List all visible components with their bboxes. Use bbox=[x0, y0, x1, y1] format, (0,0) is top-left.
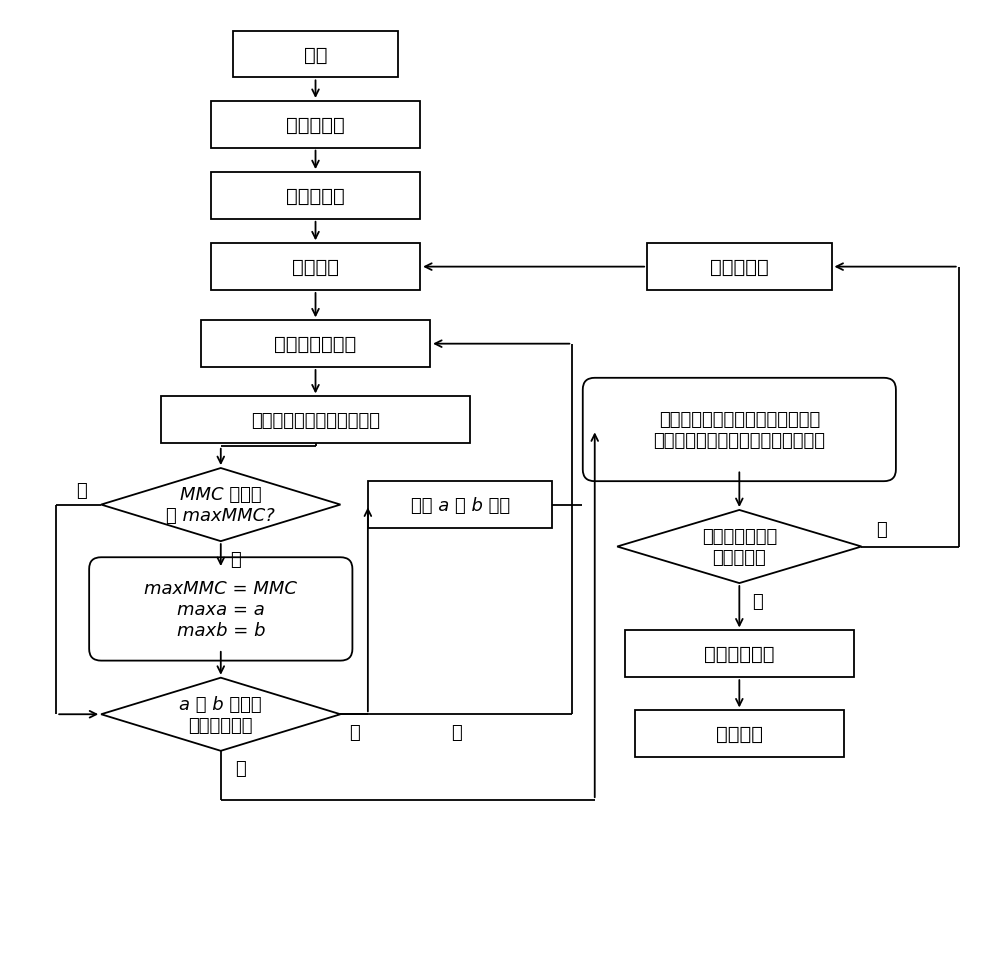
Text: 数据分割: 数据分割 bbox=[292, 258, 339, 276]
Bar bbox=[233, 31, 398, 78]
Polygon shape bbox=[101, 469, 340, 541]
Text: 否: 否 bbox=[876, 521, 887, 538]
Text: 构造滑动窗: 构造滑动窗 bbox=[286, 187, 345, 206]
Text: 最终结果: 最终结果 bbox=[716, 725, 763, 743]
Text: 计算系统输出相关裕度指标: 计算系统输出相关裕度指标 bbox=[251, 411, 380, 429]
Bar bbox=[211, 173, 420, 220]
Bar bbox=[161, 397, 470, 444]
Text: 结果的后处理: 结果的后处理 bbox=[704, 645, 775, 663]
Text: 开始: 开始 bbox=[304, 46, 327, 64]
Text: 移动滑动窗: 移动滑动窗 bbox=[710, 258, 769, 276]
Text: 是: 是 bbox=[752, 592, 763, 610]
Bar bbox=[368, 482, 552, 529]
Bar bbox=[647, 244, 832, 291]
Text: 是: 是 bbox=[230, 550, 241, 568]
Text: 将最优参数代入变尺度随机共振系
统，得到相应子信号的最优检测结果: 将最优参数代入变尺度随机共振系 统，得到相应子信号的最优检测结果 bbox=[653, 410, 825, 449]
Bar bbox=[211, 102, 420, 149]
Text: a 和 b 是否超
出取值范围？: a 和 b 是否超 出取值范围？ bbox=[179, 696, 262, 734]
Text: maxMMC = MMC
maxa = a
maxb = b: maxMMC = MMC maxa = a maxb = b bbox=[144, 579, 297, 639]
Text: 是: 是 bbox=[235, 759, 246, 778]
FancyBboxPatch shape bbox=[583, 378, 896, 482]
Text: 否: 否 bbox=[349, 723, 360, 741]
Text: 变尺度随机共振: 变尺度随机共振 bbox=[274, 335, 357, 354]
Polygon shape bbox=[617, 510, 861, 583]
FancyBboxPatch shape bbox=[89, 558, 352, 660]
Text: 是否所有子信号
检测完毕？: 是否所有子信号 检测完毕？ bbox=[702, 528, 777, 567]
Bar bbox=[201, 320, 430, 367]
Text: 调整 a 或 b 的值: 调整 a 或 b 的值 bbox=[411, 496, 510, 514]
Polygon shape bbox=[101, 678, 340, 751]
Text: 初始化设置: 初始化设置 bbox=[286, 115, 345, 135]
Text: 否: 否 bbox=[76, 482, 87, 499]
Text: 否: 否 bbox=[451, 723, 462, 741]
Bar bbox=[211, 244, 420, 291]
Bar bbox=[625, 631, 854, 677]
Bar bbox=[635, 710, 844, 757]
Text: MMC 是否大
于 maxMMC?: MMC 是否大 于 maxMMC? bbox=[166, 486, 275, 525]
